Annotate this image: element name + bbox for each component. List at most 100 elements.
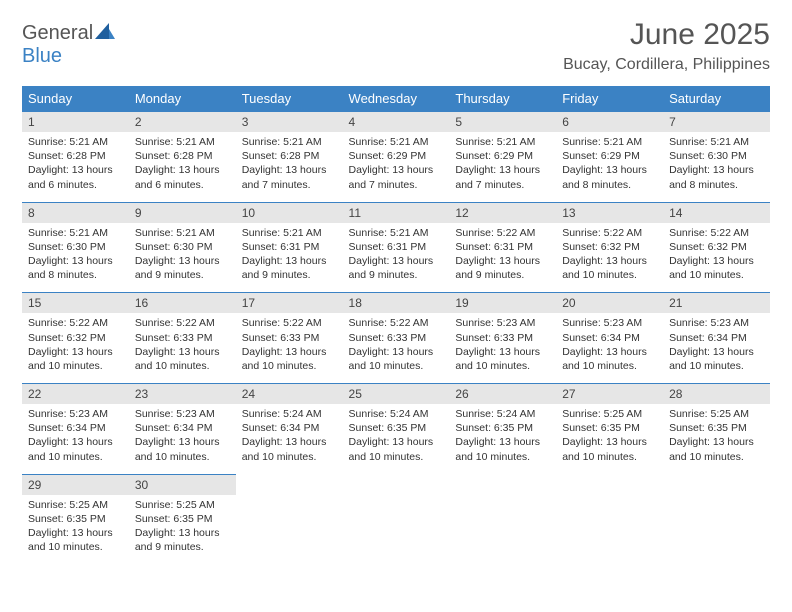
title-block: June 2025 Bucay, Cordillera, Philippines [563, 18, 770, 74]
daylight-text: Daylight: 13 hours and 8 minutes. [28, 254, 123, 282]
calendar-day-cell: 26Sunrise: 5:24 AMSunset: 6:35 PMDayligh… [449, 384, 556, 475]
sunset-text: Sunset: 6:33 PM [455, 331, 550, 345]
sunrise-text: Sunrise: 5:23 AM [669, 316, 764, 330]
sunset-text: Sunset: 6:29 PM [455, 149, 550, 163]
calendar-day-cell: 12Sunrise: 5:22 AMSunset: 6:31 PMDayligh… [449, 202, 556, 293]
daylight-text: Daylight: 13 hours and 9 minutes. [135, 254, 230, 282]
daylight-text: Daylight: 13 hours and 7 minutes. [242, 163, 337, 191]
sunset-text: Sunset: 6:32 PM [28, 331, 123, 345]
day-body: Sunrise: 5:21 AMSunset: 6:30 PMDaylight:… [663, 132, 770, 202]
day-number [663, 474, 770, 494]
weekday-header: Thursday [449, 86, 556, 112]
calendar-day-cell: 30Sunrise: 5:25 AMSunset: 6:35 PMDayligh… [129, 474, 236, 564]
weekday-header: Tuesday [236, 86, 343, 112]
daylight-text: Daylight: 13 hours and 10 minutes. [562, 345, 657, 373]
calendar-day-cell: 1Sunrise: 5:21 AMSunset: 6:28 PMDaylight… [22, 112, 129, 203]
daylight-text: Daylight: 13 hours and 9 minutes. [135, 526, 230, 554]
sunset-text: Sunset: 6:35 PM [562, 421, 657, 435]
daylight-text: Daylight: 13 hours and 10 minutes. [242, 345, 337, 373]
weekday-header: Sunday [22, 86, 129, 112]
day-number: 8 [22, 203, 129, 223]
calendar-week-row: 22Sunrise: 5:23 AMSunset: 6:34 PMDayligh… [22, 384, 770, 475]
daylight-text: Daylight: 13 hours and 10 minutes. [669, 254, 764, 282]
sunset-text: Sunset: 6:30 PM [28, 240, 123, 254]
daylight-text: Daylight: 13 hours and 9 minutes. [455, 254, 550, 282]
day-number: 16 [129, 293, 236, 313]
day-number: 19 [449, 293, 556, 313]
daylight-text: Daylight: 13 hours and 10 minutes. [349, 345, 444, 373]
day-number: 24 [236, 384, 343, 404]
sunrise-text: Sunrise: 5:24 AM [455, 407, 550, 421]
daylight-text: Daylight: 13 hours and 8 minutes. [669, 163, 764, 191]
sunrise-text: Sunrise: 5:22 AM [349, 316, 444, 330]
sunset-text: Sunset: 6:31 PM [242, 240, 337, 254]
day-body: Sunrise: 5:22 AMSunset: 6:33 PMDaylight:… [129, 313, 236, 383]
calendar-day-cell [236, 474, 343, 564]
sunrise-text: Sunrise: 5:22 AM [28, 316, 123, 330]
calendar-day-cell: 10Sunrise: 5:21 AMSunset: 6:31 PMDayligh… [236, 202, 343, 293]
day-number: 25 [343, 384, 450, 404]
sunrise-text: Sunrise: 5:21 AM [135, 135, 230, 149]
day-number: 15 [22, 293, 129, 313]
sunrise-text: Sunrise: 5:23 AM [455, 316, 550, 330]
daylight-text: Daylight: 13 hours and 6 minutes. [28, 163, 123, 191]
sunset-text: Sunset: 6:33 PM [349, 331, 444, 345]
sunset-text: Sunset: 6:28 PM [135, 149, 230, 163]
day-body: Sunrise: 5:25 AMSunset: 6:35 PMDaylight:… [129, 495, 236, 565]
sunrise-text: Sunrise: 5:21 AM [562, 135, 657, 149]
day-body: Sunrise: 5:24 AMSunset: 6:35 PMDaylight:… [449, 404, 556, 474]
sunset-text: Sunset: 6:32 PM [562, 240, 657, 254]
sunrise-text: Sunrise: 5:23 AM [135, 407, 230, 421]
daylight-text: Daylight: 13 hours and 10 minutes. [349, 435, 444, 463]
day-number [449, 474, 556, 494]
calendar-day-cell: 27Sunrise: 5:25 AMSunset: 6:35 PMDayligh… [556, 384, 663, 475]
day-number: 26 [449, 384, 556, 404]
logo-text-blue: Blue [22, 45, 62, 67]
day-number [343, 474, 450, 494]
sunrise-text: Sunrise: 5:21 AM [349, 226, 444, 240]
sunset-text: Sunset: 6:33 PM [242, 331, 337, 345]
sunset-text: Sunset: 6:29 PM [562, 149, 657, 163]
calendar-day-cell: 21Sunrise: 5:23 AMSunset: 6:34 PMDayligh… [663, 293, 770, 384]
sunset-text: Sunset: 6:35 PM [349, 421, 444, 435]
day-number: 23 [129, 384, 236, 404]
calendar-day-cell: 25Sunrise: 5:24 AMSunset: 6:35 PMDayligh… [343, 384, 450, 475]
sunrise-text: Sunrise: 5:21 AM [349, 135, 444, 149]
day-number [236, 474, 343, 494]
weekday-header: Friday [556, 86, 663, 112]
daylight-text: Daylight: 13 hours and 9 minutes. [349, 254, 444, 282]
day-number: 1 [22, 112, 129, 132]
day-body: Sunrise: 5:25 AMSunset: 6:35 PMDaylight:… [663, 404, 770, 474]
day-body: Sunrise: 5:24 AMSunset: 6:35 PMDaylight:… [343, 404, 450, 474]
sunset-text: Sunset: 6:28 PM [242, 149, 337, 163]
sunrise-text: Sunrise: 5:25 AM [669, 407, 764, 421]
day-number: 17 [236, 293, 343, 313]
calendar-week-row: 1Sunrise: 5:21 AMSunset: 6:28 PMDaylight… [22, 112, 770, 203]
sunset-text: Sunset: 6:30 PM [135, 240, 230, 254]
sunset-text: Sunset: 6:28 PM [28, 149, 123, 163]
sunset-text: Sunset: 6:31 PM [455, 240, 550, 254]
sunset-text: Sunset: 6:34 PM [242, 421, 337, 435]
day-body: Sunrise: 5:21 AMSunset: 6:31 PMDaylight:… [236, 223, 343, 293]
day-number: 3 [236, 112, 343, 132]
calendar-day-cell: 3 Sunrise: 5:21 AMSunset: 6:28 PMDaylight… [236, 112, 343, 203]
day-number: 9 [129, 203, 236, 223]
day-number [556, 474, 663, 494]
day-number: 30 [129, 475, 236, 495]
calendar-day-cell: 23Sunrise: 5:23 AMSunset: 6:34 PMDayligh… [129, 384, 236, 475]
sunrise-text: Sunrise: 5:21 AM [242, 135, 337, 149]
day-number: 27 [556, 384, 663, 404]
sunrise-text: Sunrise: 5:21 AM [669, 135, 764, 149]
day-body: Sunrise: 5:21 AMSunset: 6:30 PMDaylight:… [129, 223, 236, 293]
daylight-text: Daylight: 13 hours and 10 minutes. [669, 345, 764, 373]
day-number: 12 [449, 203, 556, 223]
sunrise-text: Sunrise: 5:24 AM [349, 407, 444, 421]
day-body: Sunrise: 5:21 AMSunset: 6:28 PMDaylight:… [129, 132, 236, 202]
header: General Blue June 2025 Bucay, Cordillera… [22, 18, 770, 74]
sunrise-text: Sunrise: 5:21 AM [135, 226, 230, 240]
sunrise-text: Sunrise: 5:22 AM [242, 316, 337, 330]
calendar-day-cell: 4Sunrise: 5:21 AMSunset: 6:29 PMDaylight… [343, 112, 450, 203]
sunrise-text: Sunrise: 5:23 AM [562, 316, 657, 330]
daylight-text: Daylight: 13 hours and 10 minutes. [455, 435, 550, 463]
sunrise-text: Sunrise: 5:22 AM [562, 226, 657, 240]
